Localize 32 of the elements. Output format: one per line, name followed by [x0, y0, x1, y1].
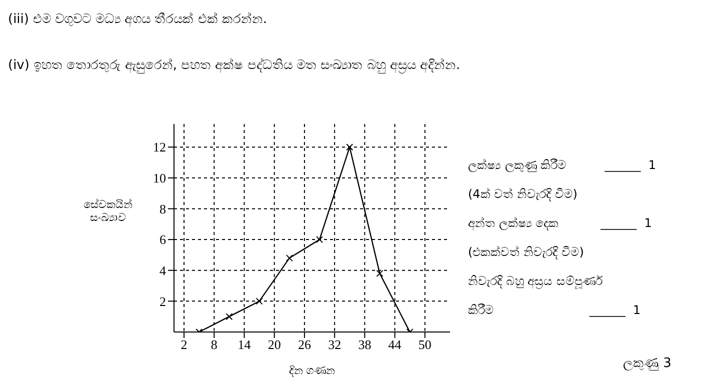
y-tick-label: 12 [153, 140, 166, 155]
x-tick-label: 2 [180, 337, 188, 352]
text: ලක්ෂ්‍ය ලකුණු කිරීම ______ 1 [468, 157, 656, 174]
x-tick-label: 14 [238, 337, 252, 352]
x-tick-label: 50 [418, 337, 432, 352]
point [346, 144, 354, 151]
x-tick-label: 8 [210, 337, 218, 352]
y-tick-label: 10 [153, 170, 166, 186]
point [226, 313, 233, 320]
text: (iv) ඉහත තොරතුරු ඇසුරෙන්, පහත අක්ෂ පද්ධතිය මත සංඛ්‍යාත බහු අස්‍රය අදින්න. [8, 58, 460, 73]
y-tick-label: 6 [160, 232, 166, 248]
point [316, 236, 324, 244]
text: (iii) එම වගුවට මධ්‍ය අගය තීරයක් එක් කරන්න. [8, 12, 268, 27]
x-tick-label: 26 [298, 337, 312, 352]
y-tick-label: 8 [160, 201, 166, 216]
text: අන්ත ලක්ෂ්‍ය දෙක ______ 1 [468, 215, 653, 232]
text: ලකුණු 3 [623, 356, 672, 371]
x-tick-label: 20 [268, 337, 281, 352]
point [376, 270, 384, 277]
y-axis-title: සේවකයින් සංඛ්‍යාව [82, 198, 134, 224]
point [286, 254, 293, 262]
y-tick-label: 4 [160, 262, 166, 278]
y-tick-label: 2 [160, 294, 166, 309]
text: කිරීම ______ 1 [468, 302, 642, 319]
x-tick-label: 32 [328, 337, 342, 352]
x-axis-title: දින ගණන [288, 364, 336, 377]
x-tick-label: 44 [388, 337, 402, 352]
text: (4ක් වත් නිවැරදි වීම) [468, 186, 578, 204]
x-tick-label: 38 [358, 337, 372, 352]
text: (එකක්වත් නිවැරදි වීම) [468, 244, 585, 262]
point [256, 298, 263, 305]
text: නිවැරදි බහු අස්‍රය සම්පූර්ණ [468, 273, 604, 291]
